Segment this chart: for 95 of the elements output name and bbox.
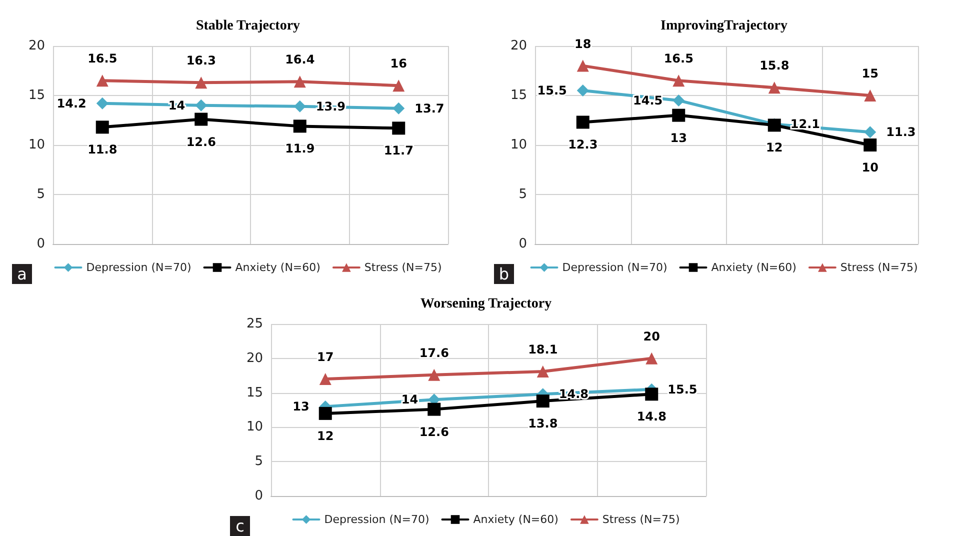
data-label: 12.3: [568, 138, 598, 152]
point: [672, 108, 686, 122]
point: [672, 74, 685, 87]
data-label: 11.3: [886, 125, 916, 140]
legend-label: Stress (N=75): [602, 513, 680, 526]
point: [536, 365, 549, 378]
y-tick-label: 5: [518, 187, 527, 202]
data-label: 16.3: [186, 54, 216, 68]
y-tick-label: 15: [510, 88, 527, 103]
y-tick-label: 20: [28, 38, 45, 54]
point: [768, 82, 780, 94]
point: [294, 100, 306, 112]
point: [576, 116, 590, 129]
y-tick-label: 10: [28, 138, 45, 152]
data-label: 18.1: [528, 342, 558, 356]
data-label: 13: [292, 400, 310, 414]
data-label: 12: [766, 140, 783, 155]
legend-label: Anxiety (N=60): [473, 513, 558, 526]
data-label: 16: [390, 56, 407, 71]
point: [646, 352, 658, 364]
point: [96, 120, 109, 134]
legend-label: Stress (N=75): [364, 261, 442, 274]
data-label: 11.9: [285, 142, 315, 156]
data-label: 14.8: [636, 410, 666, 424]
y-tick-label: 5: [36, 187, 45, 202]
data-label: 10: [862, 160, 878, 174]
data-label: 15.5: [668, 382, 698, 396]
data-label: 12.6: [419, 424, 449, 439]
data-label: 11.7: [384, 144, 414, 158]
data-label: 14.2: [56, 96, 86, 110]
point: [576, 84, 589, 97]
data-label: 14.8: [558, 387, 588, 402]
point: [96, 74, 108, 87]
legend-label: Depression (N=70): [86, 261, 192, 274]
data-label: 14: [168, 98, 186, 112]
point: [864, 126, 876, 138]
data-label: 13.8: [528, 416, 558, 431]
data-label: 16.5: [664, 52, 694, 66]
legend-label: Anxiety (N=60): [711, 261, 796, 274]
point: [864, 90, 876, 102]
point: [293, 120, 306, 133]
point: [96, 97, 108, 110]
point: [576, 60, 589, 72]
data-label: 13: [670, 130, 687, 145]
text: b: [498, 264, 510, 284]
y-tick-label: 0: [518, 236, 527, 252]
data-label: 12: [317, 428, 334, 443]
data-label: 13.7: [414, 101, 444, 116]
data-label: 16.5: [88, 52, 118, 66]
y-tick-label: 20: [510, 38, 527, 54]
y-tick-label: 5: [254, 454, 263, 470]
data-label: 15.5: [537, 84, 567, 98]
data-label: 12.6: [186, 134, 216, 149]
point: [195, 99, 208, 112]
data-label: 13.9: [316, 99, 346, 114]
y-tick-label: 15: [246, 385, 263, 400]
y-tick-label: 0: [36, 236, 45, 252]
point: [672, 94, 685, 106]
data-label: 17: [317, 350, 334, 364]
legend-label: Anxiety (N=60): [235, 261, 320, 274]
point: [194, 112, 208, 126]
data-label: 15: [862, 66, 878, 80]
point: [428, 402, 441, 416]
data-label: 16.4: [285, 52, 315, 67]
point: [392, 122, 406, 135]
point: [864, 138, 877, 152]
legend-label: Depression (N=70): [562, 261, 668, 274]
data-label: 11.8: [88, 142, 118, 157]
point: [392, 102, 405, 114]
y-tick-label: 10: [246, 420, 263, 435]
y-tick-label: 25: [246, 316, 263, 332]
point: [428, 368, 440, 381]
text: c: [236, 516, 244, 536]
legend-label: Stress (N=75): [840, 261, 918, 274]
legend-label: Depression (N=70): [324, 513, 430, 526]
data-label: 15.8: [760, 58, 790, 73]
data-label: 18: [574, 36, 592, 51]
y-tick-label: 20: [246, 350, 263, 366]
y-tick-label: 0: [254, 488, 263, 504]
data-label: 17.6: [419, 346, 449, 360]
point: [319, 373, 332, 386]
data-label: 14: [401, 392, 418, 407]
data-label: 20: [643, 329, 660, 344]
point: [392, 80, 405, 92]
y-tick-label: 10: [510, 138, 527, 152]
point: [195, 76, 208, 89]
chart-title: Stable Trajectory: [196, 18, 300, 34]
y-tick-label: 15: [28, 88, 45, 103]
chart-title: ImprovingTrajectory: [660, 18, 788, 34]
point: [318, 406, 332, 420]
text: a: [17, 264, 27, 284]
point: [645, 388, 658, 401]
point: [536, 394, 550, 408]
chart-title: Worsening Trajectory: [420, 296, 552, 312]
point: [294, 76, 306, 88]
